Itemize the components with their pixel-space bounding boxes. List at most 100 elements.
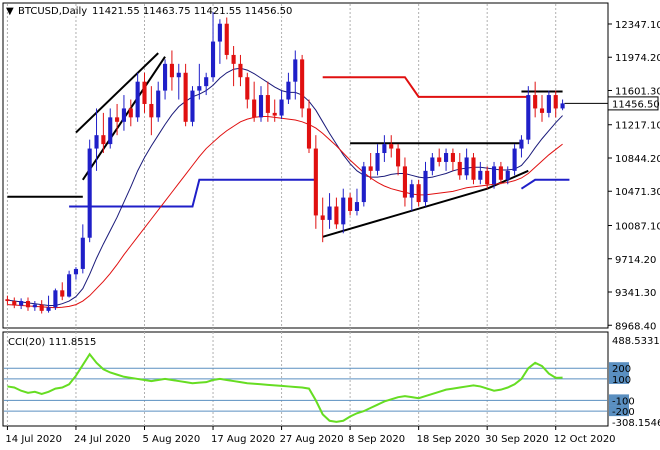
candle [485,166,490,189]
cci-tick-label: 100 [612,375,631,386]
candle [156,81,161,122]
candle [19,298,24,310]
candle [375,144,380,176]
candle [396,144,401,176]
candle [430,153,435,176]
time-tick-label: 24 Jul 2020 [74,434,131,445]
candle [183,63,188,127]
candle [560,99,565,111]
candle [238,54,243,87]
price-tick-label: 12347.10 [615,20,660,31]
candle [135,72,140,122]
candle [197,63,202,100]
candle [361,161,366,207]
trend-line [322,76,529,98]
candle [245,72,250,109]
cci-tick-label: -100 [612,396,635,407]
candle [368,153,373,180]
candle [553,90,558,118]
cci-level-tag [609,405,629,417]
candle [389,135,394,158]
cci-level-tag [609,394,629,406]
candle [265,81,270,122]
candle [190,86,195,127]
candle [252,81,257,122]
candle [300,54,305,118]
price-tick-label: 9341.30 [615,288,656,299]
trend-line [520,178,570,190]
candle [176,63,181,100]
candle [204,72,209,96]
candle [491,161,497,189]
cci-tick-label: 200 [612,364,631,375]
candle [272,99,277,122]
candle [32,301,37,311]
candle [382,135,387,162]
price-tick-label: 11217.10 [615,121,660,132]
candle [115,103,120,136]
candle [46,295,51,313]
candle [416,179,421,207]
candle [279,90,284,120]
ma-blue-line [7,67,563,306]
candle [409,179,414,211]
candle [87,139,92,243]
collapse-arrow-icon[interactable]: ▼ [6,6,14,17]
candle [12,297,17,309]
main-panel-frame [2,2,609,329]
candle [505,166,510,185]
candle [217,19,222,64]
cci-tick-label: -308.1546 [612,418,660,429]
candle [231,46,236,87]
time-tick-label: 12 Oct 2020 [554,434,616,445]
cci-tick-label: -200 [612,407,635,418]
candle [519,135,524,158]
time-tick-label: 8 Sep 2020 [348,434,405,445]
time-tick-label: 5 Aug 2020 [143,434,201,445]
candle [128,99,133,127]
candle [67,270,72,298]
cci-level-tag [609,362,629,374]
candle [533,81,538,118]
price-tick-label: 11601.30 [615,86,660,97]
candle [478,161,483,185]
candle [327,193,332,229]
candle [450,148,455,171]
symbol-label: BTCUSD,Daily [18,6,87,17]
time-tick-label: 17 Aug 2020 [211,434,275,445]
candle [293,50,298,100]
trend-line [75,52,159,134]
candle [5,295,10,305]
candle [224,17,229,60]
trend-line [322,187,488,238]
candle [163,59,168,100]
time-tick-label: 14 Jul 2020 [5,434,62,445]
candle [313,135,318,229]
candle [341,188,346,234]
price-tick-label: 8968.40 [615,321,656,332]
candle [142,72,147,113]
candle [539,95,545,122]
candle [286,72,291,104]
candle [149,86,154,136]
candle [306,99,312,154]
candle [25,297,31,311]
candle [258,86,264,122]
candle [94,108,99,171]
candle [512,144,517,176]
candle [108,108,113,149]
candle [53,288,58,310]
price-tick-label: 10844.20 [615,154,660,165]
price-axis: 12347.10 11974.20 11601.30 11217.10 10844.20… [564,20,660,332]
candles [5,12,565,314]
cci-title: CCI(20) 111.8515 [8,337,96,348]
time-axis: 14 Jul 2020 24 Jul 2020 5 Aug 2020 17 Aug 2… [5,426,616,445]
candle [546,90,551,118]
price-tick-label: 10471.30 [615,187,660,198]
candle [437,148,442,167]
candle [471,153,476,185]
trend-line [69,178,316,208]
candle [464,148,469,180]
price-tick-label: 9714.20 [615,255,656,266]
candle [73,267,79,280]
